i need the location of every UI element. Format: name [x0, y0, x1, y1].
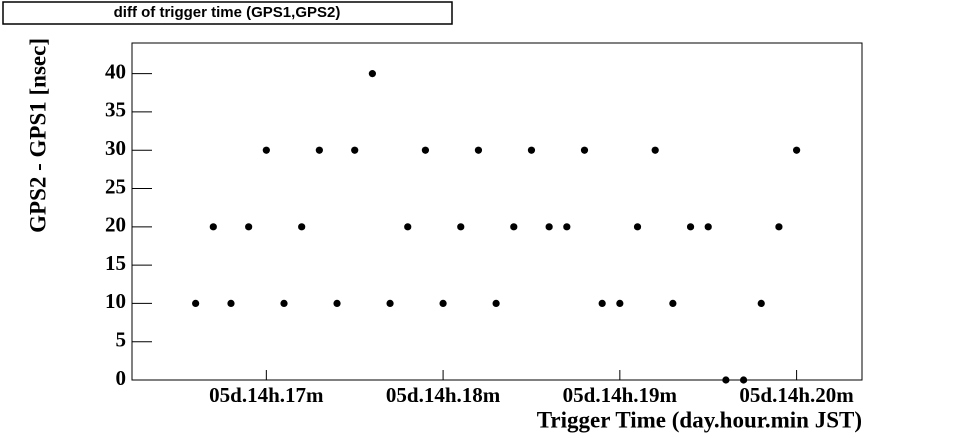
x-tick-label: 05d.14h.17m — [209, 383, 324, 407]
y-tick-label: 30 — [105, 136, 126, 160]
point — [669, 299, 677, 308]
point — [280, 299, 288, 308]
point — [457, 223, 465, 231]
title-box — [2, 1, 453, 25]
y-tick-label: 20 — [105, 213, 126, 237]
y-axis-title: GPS2 - GPS1 [nsec] — [25, 38, 50, 233]
point — [651, 146, 659, 154]
y-tick-label: 10 — [105, 289, 126, 313]
y-tick-label: 25 — [105, 174, 126, 198]
point — [351, 146, 359, 154]
point — [598, 299, 606, 308]
y-tick-label: 15 — [105, 251, 126, 275]
point — [262, 146, 270, 154]
point — [527, 146, 536, 154]
point — [757, 299, 765, 308]
point — [580, 146, 589, 154]
point — [209, 223, 217, 231]
y-tick-label: 35 — [105, 98, 126, 122]
point — [775, 223, 783, 231]
point — [474, 146, 483, 154]
point — [545, 223, 553, 231]
y-tick-label: 5 — [116, 328, 127, 352]
point — [563, 223, 571, 231]
x-tick-label: 05d.14h.20m — [739, 383, 854, 407]
point — [192, 299, 200, 308]
point — [333, 299, 341, 308]
x-tick-label: 05d.14h.19m — [563, 383, 678, 407]
plot-frame — [131, 42, 863, 381]
point — [616, 299, 624, 308]
point — [722, 376, 730, 384]
point — [227, 299, 235, 308]
y-tick-label: 40 — [105, 59, 126, 83]
point — [315, 146, 323, 154]
point — [739, 376, 748, 384]
point — [298, 223, 306, 231]
point — [793, 146, 801, 154]
point — [492, 299, 500, 308]
point — [368, 70, 376, 78]
point — [633, 223, 642, 231]
point — [686, 223, 695, 231]
point — [439, 299, 447, 308]
x-tick-label: 05d.14h.18m — [386, 383, 501, 407]
point — [421, 146, 430, 154]
point — [386, 299, 394, 308]
chart-title: diff of trigger time (GPS1,GPS2) — [114, 4, 341, 21]
point — [704, 223, 712, 231]
y-tick-label: 0 — [116, 366, 127, 390]
point — [245, 223, 253, 231]
point — [510, 223, 518, 231]
x-axis-title: Trigger Time (day.hour.min JST) — [537, 407, 862, 432]
point — [404, 223, 412, 231]
